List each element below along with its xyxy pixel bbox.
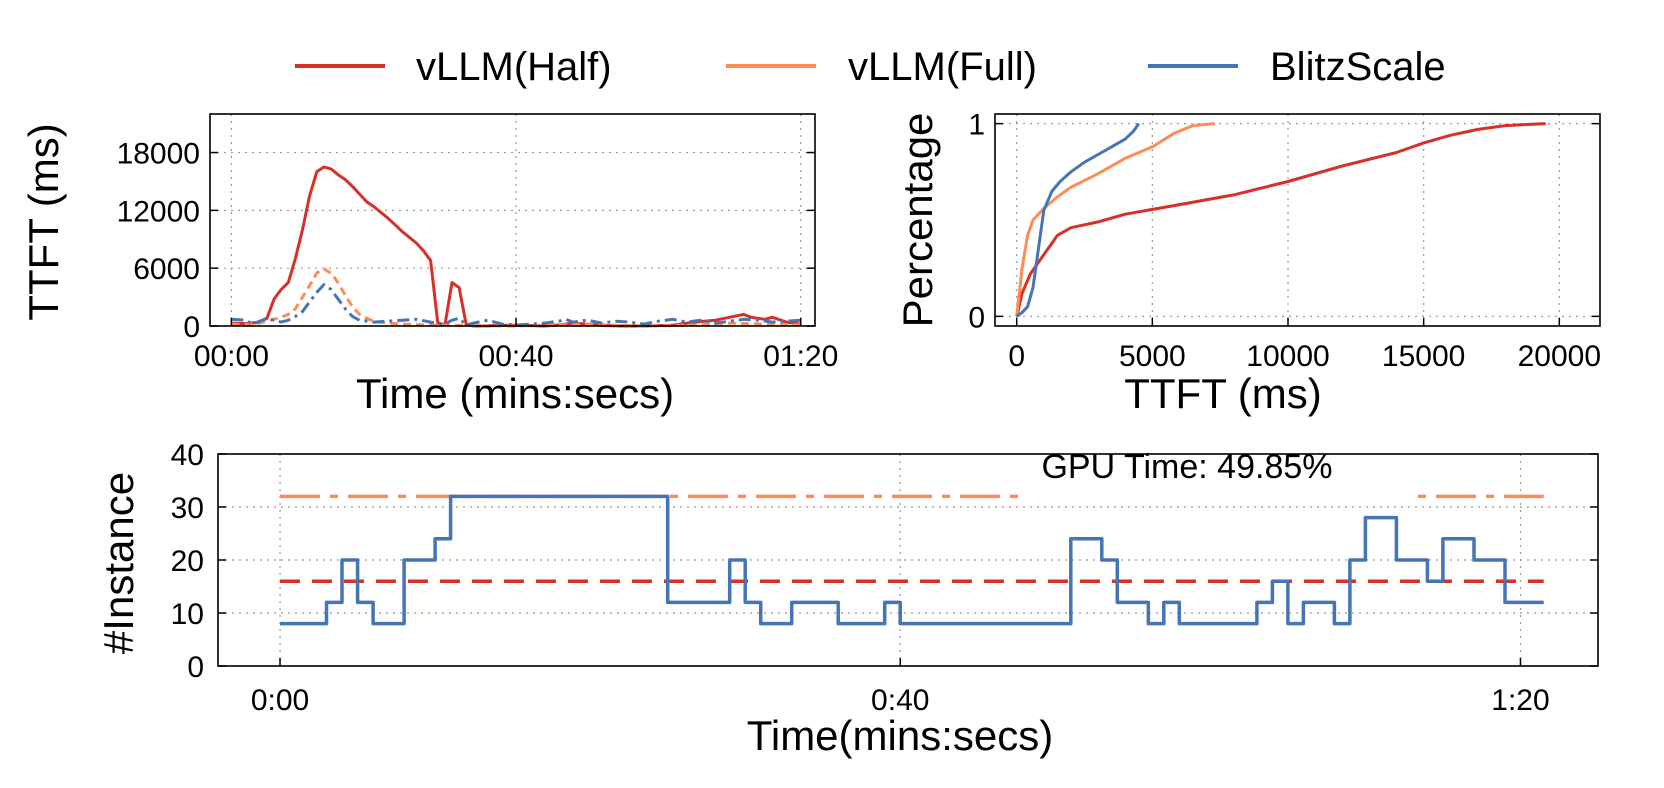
series-line-vllm-half: [231, 165, 802, 328]
legend: vLLM(Half) vLLM(Full) BlitzScale: [295, 45, 1446, 89]
x-tick-label: 0:40: [871, 684, 929, 717]
y-tick-label: 20: [171, 545, 204, 578]
series-line-blitzscale: [280, 494, 1544, 626]
series-line-vllm-half: [1015, 122, 1546, 317]
x-tick-label: 1:20: [1491, 684, 1549, 717]
cdf-y-label: Percentage: [894, 113, 941, 328]
y-tick-label: 40: [171, 439, 204, 472]
y-tick-label: 10: [171, 598, 204, 631]
ttft-time-x-label: Time (mins:secs): [356, 370, 674, 417]
legend-item-vllm-full: vLLM(Full): [726, 45, 1037, 89]
x-tick-label: 0: [1008, 340, 1025, 373]
series-line-blitzscale: [1015, 122, 1141, 318]
x-tick-label: 20000: [1518, 340, 1601, 373]
instance-x-label: Time(mins:secs): [747, 712, 1053, 759]
ttft-cdf-chart: 0 5000 10000 15000 20000 0 1: [968, 109, 1601, 373]
x-tick-label: 00:00: [194, 340, 269, 373]
legend-label-blitzscale: BlitzScale: [1270, 45, 1446, 89]
y-tick-label: 18000: [117, 138, 200, 171]
series-line-vllm-full: [231, 267, 801, 328]
legend-label-vllm-half: vLLM(Half): [416, 45, 612, 89]
x-tick-label: 10000: [1246, 340, 1329, 373]
x-tick-label: 0:00: [251, 684, 309, 717]
ttft-time-chart: 00:00 00:40 01:20 0 6000 12000 18000: [117, 113, 838, 373]
ttft-time-y-label: TTFT (ms): [20, 123, 67, 321]
x-tick-label: 00:40: [479, 340, 554, 373]
annotation-background: [1028, 456, 1410, 506]
series-line-blitzscale: [231, 283, 801, 327]
y-tick-label: 0: [183, 311, 200, 344]
y-tick-label: 0: [968, 301, 985, 334]
x-tick-label: 5000: [1119, 340, 1186, 373]
legend-item-blitzscale: BlitzScale: [1148, 45, 1446, 89]
y-tick-label: 6000: [133, 253, 200, 286]
legend-label-vllm-full: vLLM(Full): [848, 45, 1037, 89]
y-tick-label: 12000: [117, 195, 200, 228]
series-line-vllm-full: [1015, 122, 1215, 317]
cdf-x-label: TTFT (ms): [1124, 370, 1322, 417]
y-tick-label: 0: [187, 651, 204, 684]
legend-item-vllm-half: vLLM(Half): [295, 45, 612, 89]
plot-frame: [209, 113, 816, 327]
x-tick-label: 01:20: [763, 340, 838, 373]
x-tick-label: 15000: [1382, 340, 1465, 373]
instance-y-label: #Instance: [95, 472, 142, 654]
plot-frame: [994, 113, 1601, 327]
y-tick-label: 30: [171, 492, 204, 525]
y-tick-label: 1: [968, 109, 985, 142]
